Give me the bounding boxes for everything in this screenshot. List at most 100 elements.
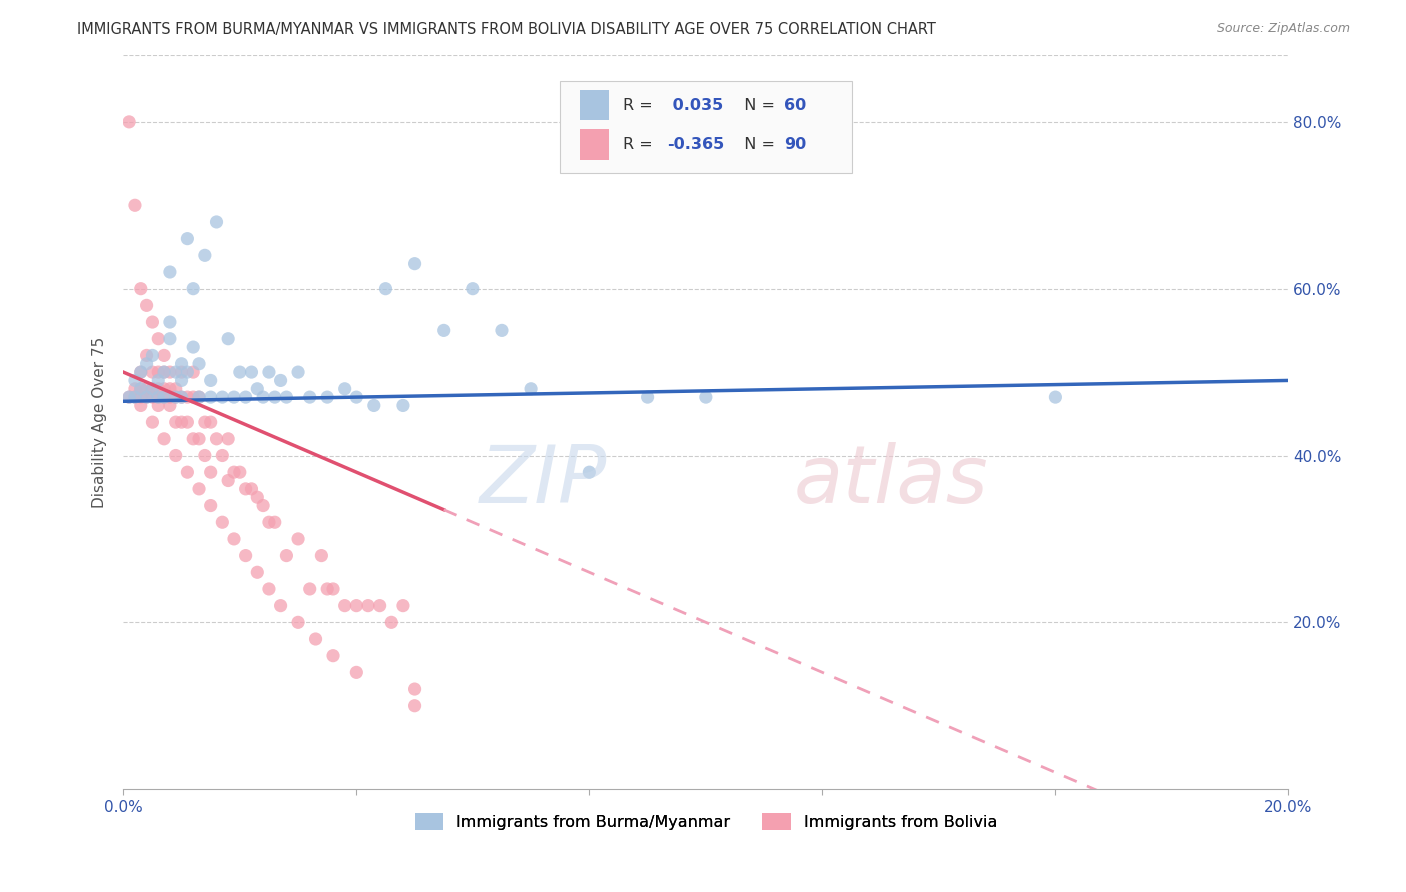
Point (129, 382, 152, 396)
Point (235, 482, 257, 496)
Point (217, 474, 239, 488)
Point (263, 390, 285, 404)
Point (188, 390, 211, 404)
Point (188, 357, 211, 371)
Point (176, 415, 198, 429)
Bar (581, 89, 609, 120)
Point (257, 365, 280, 379)
Point (170, 390, 193, 404)
Point (200, 465, 222, 479)
Point (159, 365, 181, 379)
Point (135, 390, 157, 404)
Point (165, 365, 187, 379)
Point (135, 357, 157, 371)
Bar (581, 129, 609, 160)
Point (194, 415, 217, 429)
Text: 60: 60 (785, 97, 806, 112)
Point (188, 482, 211, 496)
Point (148, 390, 170, 404)
Point (118, 115, 141, 129)
Point (333, 382, 356, 396)
Point (316, 390, 339, 404)
Point (276, 549, 298, 563)
Point (252, 499, 274, 513)
Point (1045, 390, 1067, 404)
Text: N =: N = (734, 97, 780, 112)
Point (211, 449, 233, 463)
Point (124, 390, 146, 404)
Point (222, 390, 245, 404)
Point (153, 382, 176, 396)
Point (194, 449, 217, 463)
Point (159, 382, 181, 396)
Point (159, 315, 181, 329)
Point (217, 332, 239, 346)
Point (311, 549, 333, 563)
Point (159, 390, 181, 404)
Point (229, 365, 252, 379)
Point (141, 348, 163, 362)
Legend: Immigrants from Burma/Myanmar, Immigrants from Bolivia: Immigrants from Burma/Myanmar, Immigrant… (408, 807, 1004, 836)
Point (129, 365, 152, 379)
Point (159, 265, 181, 279)
Point (491, 323, 513, 337)
Point (124, 373, 146, 387)
Point (246, 490, 269, 504)
Point (392, 599, 415, 613)
Point (153, 365, 176, 379)
Point (159, 399, 181, 413)
Point (211, 515, 233, 529)
Point (287, 365, 309, 379)
Point (637, 390, 659, 404)
Point (461, 282, 484, 296)
Point (276, 390, 298, 404)
Point (188, 390, 211, 404)
Point (153, 348, 176, 362)
Point (205, 215, 228, 229)
Point (135, 298, 157, 312)
Text: IMMIGRANTS FROM BURMA/MYANMAR VS IMMIGRANTS FROM BOLIVIA DISABILITY AGE OVER 75 : IMMIGRANTS FROM BURMA/MYANMAR VS IMMIGRA… (77, 22, 936, 37)
Point (695, 390, 717, 404)
Point (217, 432, 239, 446)
Point (141, 315, 163, 329)
Point (176, 390, 198, 404)
Point (363, 399, 385, 413)
Point (135, 348, 157, 362)
Point (170, 390, 193, 404)
Point (153, 365, 176, 379)
Point (344, 665, 367, 680)
Point (374, 282, 396, 296)
Point (304, 632, 326, 646)
Point (298, 582, 321, 596)
Point (235, 390, 257, 404)
Text: R =: R = (623, 137, 658, 153)
Point (176, 365, 198, 379)
Point (380, 615, 402, 630)
Point (344, 599, 367, 613)
Text: R =: R = (623, 97, 658, 112)
Text: 0.035: 0.035 (668, 97, 724, 112)
Point (165, 449, 187, 463)
Point (322, 648, 344, 663)
Point (181, 390, 204, 404)
Point (404, 698, 426, 713)
Point (392, 399, 415, 413)
Point (578, 465, 600, 479)
Point (153, 432, 176, 446)
Text: -0.365: -0.365 (668, 137, 724, 153)
Point (257, 515, 280, 529)
Point (141, 382, 163, 396)
Point (170, 415, 193, 429)
Point (316, 582, 339, 596)
Point (368, 599, 391, 613)
Point (333, 599, 356, 613)
Point (141, 415, 163, 429)
Point (200, 373, 222, 387)
Point (229, 465, 252, 479)
Point (211, 390, 233, 404)
Point (124, 390, 146, 404)
Point (165, 415, 187, 429)
Point (148, 332, 170, 346)
FancyBboxPatch shape (560, 81, 852, 172)
Point (181, 340, 204, 354)
